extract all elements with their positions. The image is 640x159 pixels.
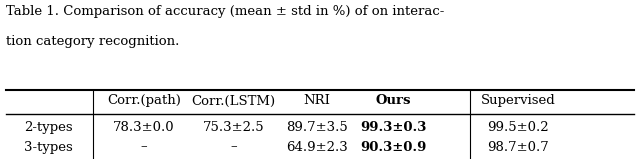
Text: NRI: NRI [303,94,330,107]
Text: 90.3±0.9: 90.3±0.9 [360,141,427,154]
Text: 99.5±0.2: 99.5±0.2 [488,121,549,135]
Text: 99.3±0.3: 99.3±0.3 [360,121,427,135]
Text: –: – [141,141,147,154]
Text: Supervised: Supervised [481,94,556,107]
Text: –: – [230,141,237,154]
Text: 98.7±0.7: 98.7±0.7 [488,141,549,154]
Text: 89.7±3.5: 89.7±3.5 [286,121,348,135]
Text: tion category recognition.: tion category recognition. [6,35,180,48]
Text: Ours: Ours [376,94,412,107]
Text: 64.9±2.3: 64.9±2.3 [286,141,348,154]
Text: Corr.(path): Corr.(path) [107,94,181,107]
Text: Table 1. Comparison of accuracy (mean ± std in %) of on interac-: Table 1. Comparison of accuracy (mean ± … [6,5,445,18]
Text: 75.3±2.5: 75.3±2.5 [203,121,264,135]
Text: 78.3±0.0: 78.3±0.0 [113,121,175,135]
Text: Corr.(LSTM): Corr.(LSTM) [191,94,276,107]
Text: 3-types: 3-types [24,141,72,154]
Text: 2-types: 2-types [24,121,72,135]
